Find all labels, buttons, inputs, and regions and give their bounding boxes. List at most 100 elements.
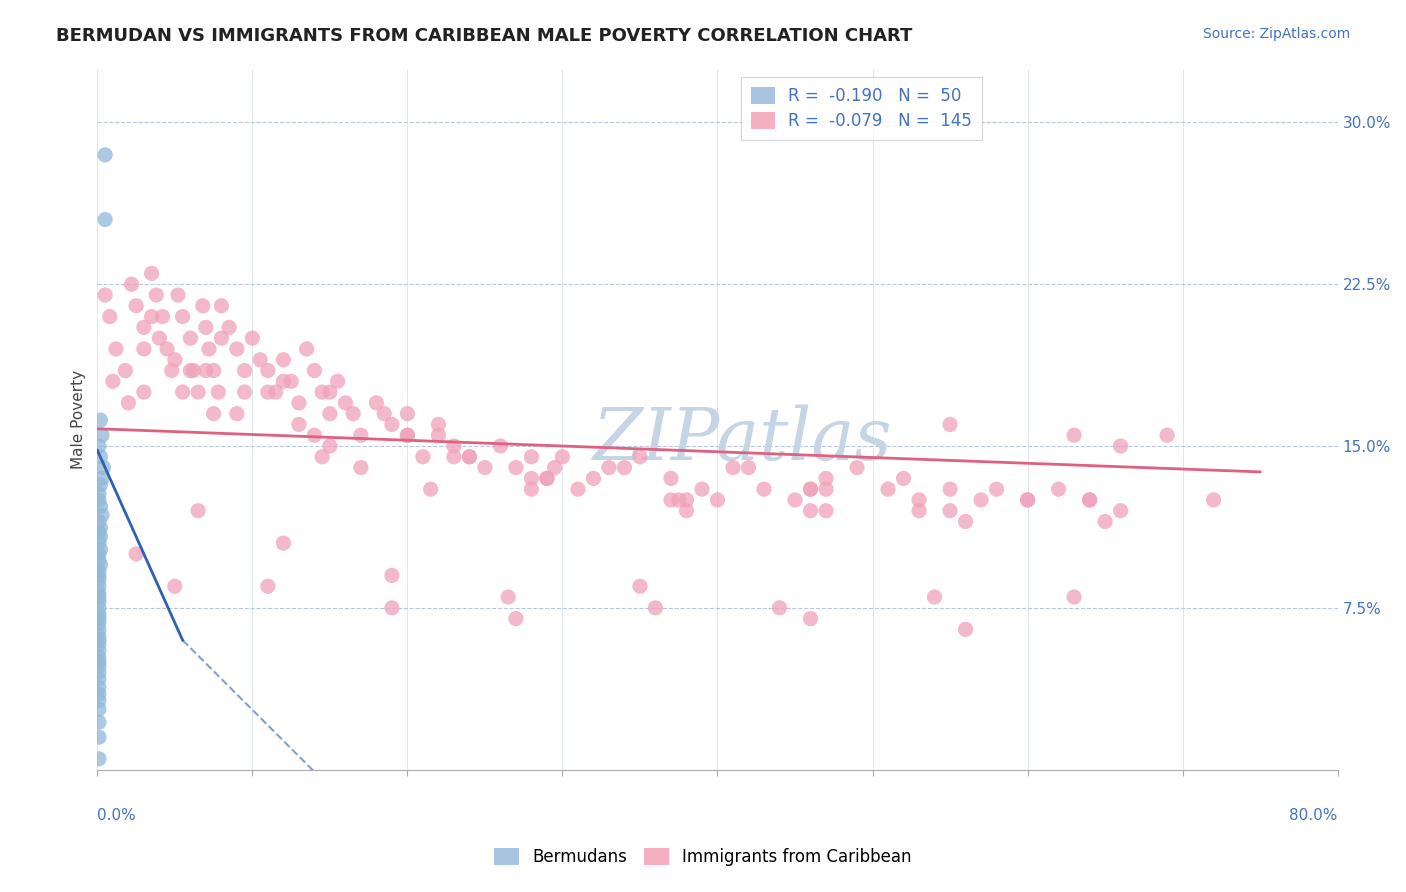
- Point: [366, 396, 388, 410]
- Point: [799, 611, 821, 625]
- Point: [87, 629, 110, 643]
- Point: [551, 450, 574, 464]
- Point: [311, 450, 333, 464]
- Point: [87, 547, 110, 561]
- Point: [1017, 492, 1039, 507]
- Point: [939, 504, 962, 518]
- Point: [91, 471, 114, 485]
- Point: [520, 482, 543, 496]
- Point: [233, 385, 256, 400]
- Point: [1063, 590, 1085, 604]
- Point: [1156, 428, 1178, 442]
- Point: [152, 310, 174, 324]
- Point: [187, 385, 209, 400]
- Point: [613, 460, 636, 475]
- Point: [908, 492, 931, 507]
- Point: [87, 600, 110, 615]
- Point: [167, 288, 190, 302]
- Point: [163, 352, 186, 367]
- Point: [304, 428, 326, 442]
- Point: [505, 460, 527, 475]
- Point: [156, 342, 179, 356]
- Point: [458, 450, 481, 464]
- Point: [225, 407, 247, 421]
- Point: [233, 363, 256, 377]
- Point: [908, 504, 931, 518]
- Point: [520, 471, 543, 485]
- Point: [93, 460, 115, 475]
- Point: [87, 702, 110, 716]
- Point: [179, 363, 201, 377]
- Point: [87, 659, 110, 673]
- Point: [87, 439, 110, 453]
- Point: [1109, 439, 1132, 453]
- Point: [257, 385, 280, 400]
- Point: [209, 299, 232, 313]
- Point: [120, 277, 142, 292]
- Point: [288, 396, 311, 410]
- Point: [87, 486, 110, 500]
- Point: [89, 521, 111, 535]
- Point: [125, 299, 148, 313]
- Point: [191, 299, 214, 313]
- Point: [89, 500, 111, 514]
- Point: [381, 568, 404, 582]
- Point: [690, 482, 713, 496]
- Point: [202, 407, 225, 421]
- Point: [87, 615, 110, 630]
- Point: [163, 579, 186, 593]
- Point: [187, 504, 209, 518]
- Point: [1078, 492, 1101, 507]
- Point: [89, 530, 111, 544]
- Point: [659, 471, 682, 485]
- Point: [264, 385, 287, 400]
- Point: [87, 655, 110, 669]
- Point: [273, 374, 295, 388]
- Point: [783, 492, 806, 507]
- Point: [970, 492, 993, 507]
- Point: [427, 417, 450, 432]
- Point: [87, 672, 110, 686]
- Point: [87, 585, 110, 599]
- Point: [132, 385, 155, 400]
- Text: ZIPatlas: ZIPatlas: [592, 405, 893, 475]
- Point: [1202, 492, 1225, 507]
- Point: [87, 623, 110, 637]
- Point: [814, 504, 837, 518]
- Point: [194, 363, 217, 377]
- Point: [628, 450, 651, 464]
- Point: [114, 363, 136, 377]
- Point: [319, 439, 342, 453]
- Point: [87, 525, 110, 540]
- Point: [304, 363, 326, 377]
- Point: [183, 363, 205, 377]
- Point: [939, 482, 962, 496]
- Point: [675, 504, 697, 518]
- Point: [412, 450, 434, 464]
- Point: [89, 542, 111, 557]
- Point: [419, 482, 441, 496]
- Point: [132, 342, 155, 356]
- Point: [335, 396, 357, 410]
- Point: [939, 417, 962, 432]
- Point: [87, 564, 110, 578]
- Point: [207, 385, 229, 400]
- Point: [1063, 428, 1085, 442]
- Point: [1017, 492, 1039, 507]
- Point: [273, 536, 295, 550]
- Point: [198, 342, 221, 356]
- Point: [443, 450, 465, 464]
- Point: [194, 320, 217, 334]
- Point: [87, 665, 110, 680]
- Point: [1109, 504, 1132, 518]
- Point: [1047, 482, 1070, 496]
- Point: [87, 590, 110, 604]
- Text: 0.0%: 0.0%: [97, 808, 136, 823]
- Point: [350, 428, 373, 442]
- Point: [814, 482, 837, 496]
- Point: [89, 450, 111, 464]
- Point: [94, 212, 117, 227]
- Point: [474, 460, 496, 475]
- Point: [101, 374, 124, 388]
- Point: [145, 288, 167, 302]
